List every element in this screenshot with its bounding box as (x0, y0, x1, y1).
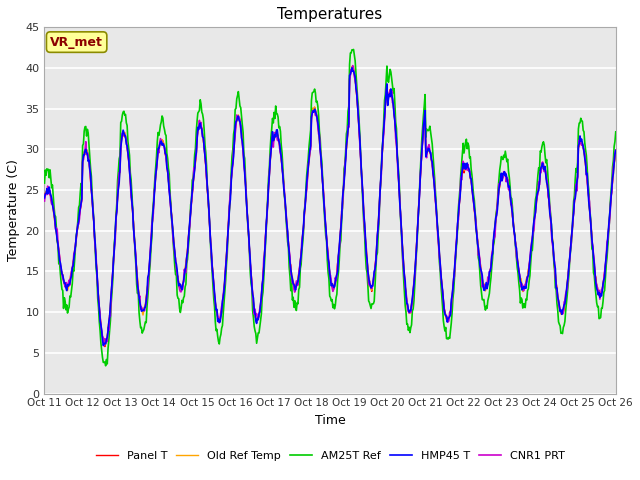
Text: VR_met: VR_met (50, 36, 103, 48)
Line: Panel T: Panel T (45, 68, 616, 347)
AM25T Ref (51, 212, 59, 218)
Title: Temperatures: Temperatures (278, 7, 383, 22)
Old Ref Temp (168, 224, 176, 229)
CNR1 PRT (111, 244, 118, 250)
CNR1 PRT (612, 147, 620, 153)
CNR1 PRT (168, 225, 176, 230)
HMP45 T (612, 148, 620, 154)
Old Ref Temp (101, 342, 109, 348)
AM25T Ref (41, 180, 49, 186)
Old Ref Temp (199, 132, 207, 137)
AM25T Ref (168, 225, 176, 231)
X-axis label: Time: Time (315, 414, 346, 427)
Panel T (199, 132, 207, 137)
CNR1 PRT (349, 63, 356, 69)
HMP45 T (41, 195, 49, 201)
AM25T Ref (418, 135, 426, 141)
AM25T Ref (401, 303, 409, 309)
CNR1 PRT (401, 285, 409, 291)
Y-axis label: Temperature (C): Temperature (C) (7, 159, 20, 262)
Line: Old Ref Temp: Old Ref Temp (45, 67, 616, 345)
Panel T (168, 223, 176, 229)
Old Ref Temp (401, 283, 409, 288)
HMP45 T (111, 246, 118, 252)
Legend: Panel T, Old Ref Temp, AM25T Ref, HMP45 T, CNR1 PRT: Panel T, Old Ref Temp, AM25T Ref, HMP45 … (91, 447, 569, 466)
Panel T (51, 216, 59, 222)
HMP45 T (418, 146, 426, 152)
AM25T Ref (111, 240, 118, 245)
Line: CNR1 PRT: CNR1 PRT (45, 66, 616, 346)
CNR1 PRT (199, 134, 207, 140)
Old Ref Temp (111, 244, 118, 250)
HMP45 T (51, 216, 59, 221)
Panel T (101, 344, 109, 349)
CNR1 PRT (41, 198, 49, 204)
Panel T (612, 149, 620, 155)
HMP45 T (348, 65, 356, 71)
HMP45 T (401, 278, 409, 284)
AM25T Ref (102, 363, 109, 369)
AM25T Ref (199, 111, 207, 117)
Panel T (401, 283, 409, 289)
HMP45 T (199, 134, 207, 140)
CNR1 PRT (100, 343, 108, 348)
HMP45 T (168, 222, 176, 228)
Old Ref Temp (418, 149, 426, 155)
Panel T (349, 65, 356, 71)
Panel T (111, 242, 118, 248)
HMP45 T (99, 343, 107, 348)
Old Ref Temp (41, 192, 49, 198)
Old Ref Temp (612, 147, 620, 153)
Old Ref Temp (51, 219, 59, 225)
Panel T (41, 192, 49, 198)
CNR1 PRT (418, 148, 426, 154)
Old Ref Temp (348, 64, 356, 70)
CNR1 PRT (51, 218, 59, 224)
Panel T (418, 151, 426, 157)
Line: HMP45 T: HMP45 T (45, 68, 616, 346)
AM25T Ref (349, 47, 357, 52)
Line: AM25T Ref: AM25T Ref (45, 49, 616, 366)
AM25T Ref (612, 129, 620, 135)
